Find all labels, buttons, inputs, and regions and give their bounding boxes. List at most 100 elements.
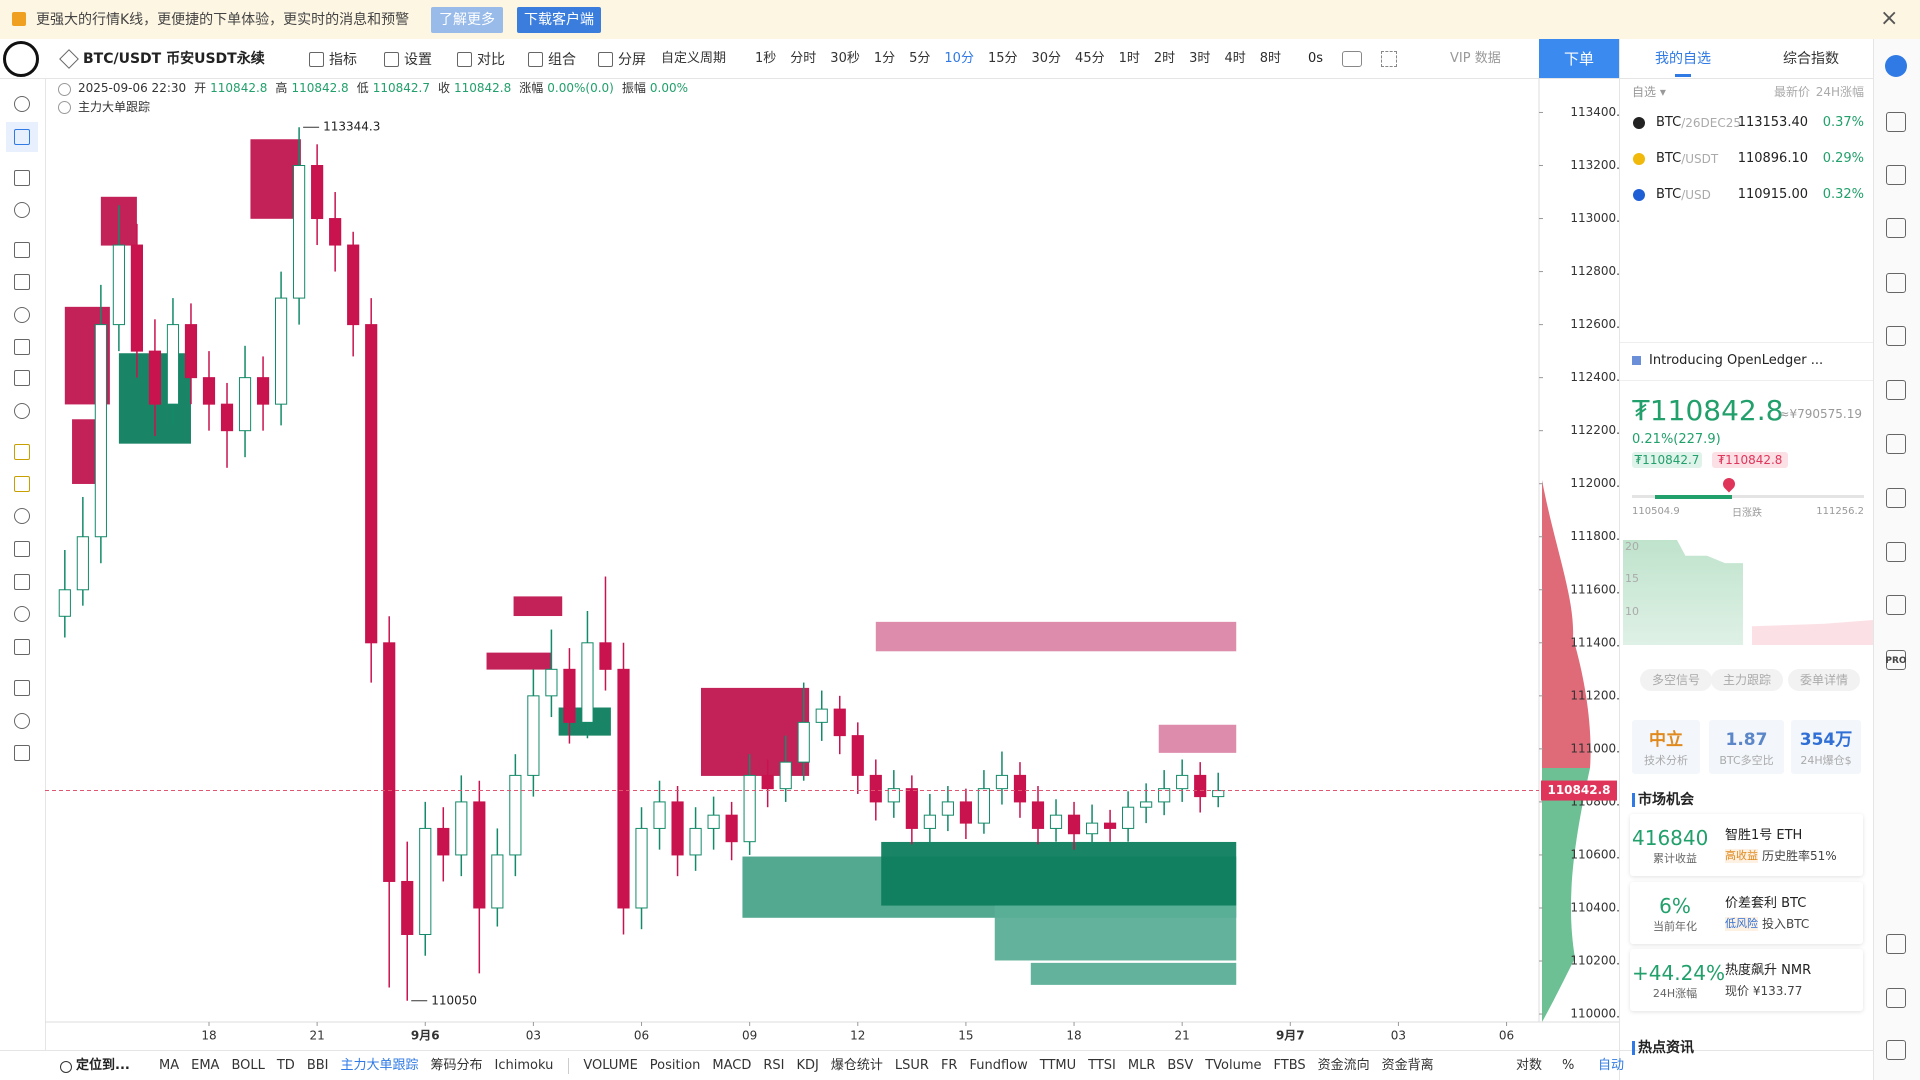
interval[interactable]: 15分 xyxy=(987,51,1018,67)
drawing-tool[interactable] xyxy=(14,444,30,460)
watch-group[interactable]: 自选 ▾ xyxy=(1632,84,1666,99)
tool-item[interactable]: 设置 xyxy=(404,51,432,68)
tool-active[interactable] xyxy=(6,122,38,152)
sidebar-icon[interactable] xyxy=(1886,488,1906,508)
download[interactable]: 下载客户端 xyxy=(524,11,594,28)
sidebar-icon[interactable] xyxy=(1886,326,1906,346)
vip-data[interactable]: VIP 数据 xyxy=(1450,51,1501,67)
tool-icon[interactable] xyxy=(309,52,324,67)
locate-icon[interactable] xyxy=(60,1061,72,1073)
sub-indicator[interactable]: 资金流向 xyxy=(1317,1058,1370,1074)
sidebar-icon[interactable] xyxy=(1886,542,1906,562)
interval[interactable]: 3时 xyxy=(1189,51,1211,67)
opportunity-card[interactable] xyxy=(1630,814,1863,876)
sub-indicator[interactable]: TTMU xyxy=(1039,1058,1077,1074)
sidebar-icon[interactable] xyxy=(1886,650,1906,670)
opportunity-card[interactable] xyxy=(1630,949,1863,1011)
watch-name[interactable]: BTC xyxy=(1656,187,1682,203)
interval[interactable]: 1分 xyxy=(873,51,896,67)
legend-icon[interactable] xyxy=(58,101,71,114)
scale-option[interactable]: % xyxy=(1562,1058,1575,1074)
interval[interactable]: 5分 xyxy=(909,51,931,67)
sub-tab-bg[interactable] xyxy=(1788,669,1860,691)
order-button-bg[interactable] xyxy=(1539,39,1619,78)
sub-tab[interactable]: 主力跟踪 xyxy=(1722,672,1772,687)
drawing-tool[interactable] xyxy=(14,713,30,729)
drawing-tool[interactable] xyxy=(14,574,30,590)
drawing-tool[interactable] xyxy=(14,541,30,557)
main-indicator[interactable]: BBI xyxy=(306,1058,329,1074)
sidebar-icon[interactable] xyxy=(1886,934,1906,954)
sub-indicator[interactable]: FR xyxy=(940,1058,958,1074)
sub-indicator[interactable]: BSV xyxy=(1167,1058,1194,1074)
sub-indicator[interactable]: Position xyxy=(649,1058,701,1074)
main-indicator[interactable]: 筹码分布 xyxy=(430,1058,483,1074)
interval[interactable]: 30秒 xyxy=(830,51,860,67)
watch-name[interactable]: BTC xyxy=(1656,151,1682,167)
interval[interactable]: 45分 xyxy=(1075,51,1105,67)
sidebar-icon[interactable] xyxy=(1886,988,1906,1008)
sub-indicator[interactable]: VOLUME xyxy=(583,1058,638,1074)
scale-option[interactable]: 自动 xyxy=(1598,1058,1625,1074)
learn-more-bg[interactable] xyxy=(431,7,503,33)
drawing-tool[interactable] xyxy=(14,307,30,323)
drawing-tool[interactable] xyxy=(14,339,30,355)
tool-icon[interactable] xyxy=(528,52,543,67)
drawing-tool[interactable] xyxy=(14,476,30,492)
drawing-tool[interactable] xyxy=(14,606,30,622)
sub-indicator[interactable]: MLR xyxy=(1127,1058,1156,1074)
sub-indicator[interactable]: 爆仓统计 xyxy=(830,1058,883,1074)
interval[interactable]: 2时 xyxy=(1153,51,1176,67)
sub-indicator[interactable]: 资金背离 xyxy=(1381,1058,1434,1074)
drawing-tool[interactable] xyxy=(14,202,30,218)
sub-indicator[interactable]: RSI xyxy=(763,1058,785,1074)
order-button[interactable]: 下单 xyxy=(1563,50,1595,68)
main-indicator[interactable]: MA xyxy=(159,1058,180,1074)
drawing-tool[interactable] xyxy=(14,639,30,655)
news-ticker[interactable]: Introducing OpenLedger ... xyxy=(1649,353,1824,369)
sub-indicator[interactable]: TTSI xyxy=(1088,1058,1116,1074)
interval[interactable]: 分时 xyxy=(790,51,817,67)
sidebar-icon[interactable] xyxy=(1886,380,1906,400)
sub-tab[interactable]: 多空信号 xyxy=(1651,672,1701,687)
sidebar-icon[interactable] xyxy=(1886,165,1906,185)
tool-item[interactable]: 对比 xyxy=(477,51,505,68)
sub-indicator[interactable]: LSUR xyxy=(894,1058,929,1074)
learn-more[interactable]: 了解更多 xyxy=(439,11,495,28)
symbol[interactable]: BTC/USDT 币安USDT永续 xyxy=(83,50,265,67)
sub-indicator[interactable]: MACD xyxy=(712,1058,752,1074)
main-indicator[interactable]: 主力大单跟踪 xyxy=(340,1058,419,1074)
drawing-tool[interactable] xyxy=(14,403,30,419)
sidebar-icon[interactable] xyxy=(1886,218,1906,238)
main-indicator[interactable]: EMA xyxy=(191,1058,220,1074)
tab[interactable]: 综合指数 xyxy=(1783,50,1839,67)
drawing-tool[interactable] xyxy=(14,129,30,145)
drawing-tool[interactable] xyxy=(14,745,30,761)
tool-item[interactable]: 分屏 xyxy=(618,51,646,68)
main-indicator[interactable]: Ichimoku xyxy=(494,1058,554,1074)
interval[interactable]: 1时 xyxy=(1118,51,1140,67)
sub-indicator[interactable]: TVolume xyxy=(1205,1058,1262,1074)
sub-tab[interactable]: 委单详情 xyxy=(1799,672,1849,687)
sidebar-icon[interactable] xyxy=(1886,1040,1906,1060)
period[interactable]: 自定义周期 xyxy=(661,51,727,67)
sub-tab-bg[interactable] xyxy=(1711,669,1783,691)
sidebar-icon[interactable] xyxy=(1886,273,1906,293)
sidebar-icon[interactable] xyxy=(1886,595,1906,615)
drawing-tool[interactable] xyxy=(14,242,30,258)
opportunity-card[interactable] xyxy=(1630,882,1863,944)
interval[interactable]: 10分 xyxy=(944,51,974,67)
download-bg[interactable] xyxy=(517,7,601,33)
main-indicator[interactable]: TD xyxy=(276,1058,295,1074)
drawing-tool[interactable] xyxy=(14,274,30,290)
tool-icon[interactable] xyxy=(598,52,613,67)
sidebar-icon[interactable] xyxy=(1886,434,1906,454)
watch-name[interactable]: BTC xyxy=(1656,115,1682,131)
sidebar-icon[interactable] xyxy=(1885,55,1907,77)
sidebar-icon[interactable] xyxy=(1886,112,1906,132)
drawing-tool[interactable] xyxy=(14,96,30,112)
drawing-tool[interactable] xyxy=(14,170,30,186)
fullscreen-icon[interactable] xyxy=(1381,51,1397,67)
interval[interactable]: 4时 xyxy=(1224,51,1246,67)
interval[interactable]: 1秒 xyxy=(755,51,777,67)
